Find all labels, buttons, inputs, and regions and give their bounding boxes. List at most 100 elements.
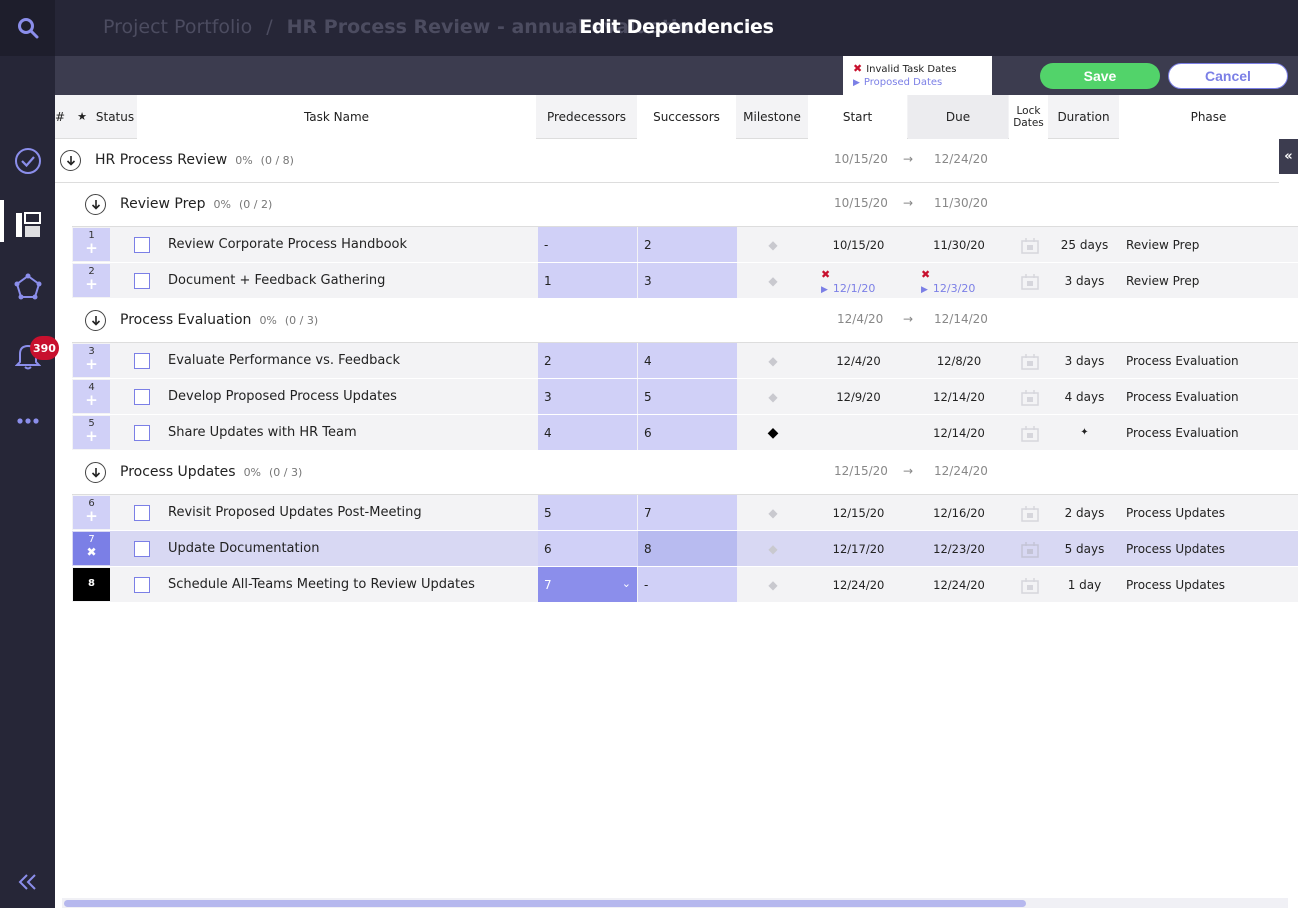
breadcrumb-project[interactable]: HR Process Review - annual evaluatio: [286, 16, 691, 38]
collapse-sidebar-button[interactable]: [0, 870, 55, 894]
group-title[interactable]: Process Updates: [120, 464, 236, 480]
projects-nav[interactable]: [0, 210, 55, 240]
col-task-name[interactable]: Task Name: [137, 95, 536, 139]
milestone-diamond-icon[interactable]: ◆: [768, 577, 778, 592]
due-date[interactable]: 12/16/20: [933, 505, 985, 520]
due-date[interactable]: 11/30/20: [933, 237, 985, 252]
status-checkbox[interactable]: [134, 577, 150, 593]
milestone-diamond-icon[interactable]: ◆: [768, 541, 778, 556]
duration[interactable]: 1 day: [1067, 577, 1102, 592]
phase[interactable]: Process Evaluation: [1126, 425, 1239, 440]
duration[interactable]: 25 days: [1060, 237, 1109, 252]
start-date[interactable]: 12/9/20: [836, 389, 881, 404]
milestone-diamond-icon[interactable]: ◆: [768, 237, 778, 252]
phase[interactable]: Process Updates: [1126, 541, 1226, 556]
successors-cell[interactable]: 6: [638, 415, 737, 450]
phase[interactable]: Review Prep: [1126, 273, 1200, 288]
successors-cell[interactable]: 8: [638, 531, 737, 566]
table-row[interactable]: 1 + Review Corporate Process Handbook - 2…: [72, 227, 1298, 263]
task-name[interactable]: Develop Proposed Process Updates: [168, 389, 397, 404]
status-checkbox[interactable]: [134, 425, 150, 441]
task-name[interactable]: Review Corporate Process Handbook: [168, 237, 408, 252]
row-number[interactable]: 1 +: [73, 228, 110, 261]
start-date[interactable]: [809, 415, 908, 450]
group-title[interactable]: Review Prep: [120, 196, 206, 212]
col-lock-dates[interactable]: Lock Dates: [1009, 95, 1048, 139]
due-date[interactable]: 12/8/20: [936, 353, 982, 368]
duration[interactable]: 3 days: [1064, 353, 1105, 368]
status-checkbox[interactable]: [134, 237, 150, 253]
milestone-diamond-icon[interactable]: ◆: [768, 273, 778, 288]
milestone-diamond-icon[interactable]: ◆: [768, 353, 778, 368]
due-date[interactable]: 12/14/20: [933, 425, 985, 440]
col-predecessors[interactable]: Predecessors: [546, 110, 627, 124]
remove-dependency-icon[interactable]: ✖: [86, 545, 97, 559]
start-date[interactable]: 10/15/20: [832, 237, 885, 252]
row-number[interactable]: 3 +: [73, 344, 110, 377]
col-due[interactable]: Due: [908, 95, 1008, 139]
add-dependency-icon[interactable]: +: [85, 391, 98, 409]
duration[interactable]: 5 days: [1064, 541, 1105, 556]
task-name[interactable]: Revisit Proposed Updates Post-Meeting: [168, 505, 422, 520]
table-row[interactable]: 3 + Evaluate Performance vs. Feedback 2 4…: [72, 343, 1298, 379]
lock-dates-toggle[interactable]: [1010, 263, 1049, 298]
collapse-project-button[interactable]: [60, 150, 81, 171]
predecessors-cell[interactable]: 5: [538, 495, 637, 530]
table-row[interactable]: 2 + Document + Feedback Gathering 1 3 ◆ ✖…: [72, 263, 1298, 299]
successors-cell[interactable]: 7: [638, 495, 737, 530]
due-date[interactable]: 12/23/20: [933, 541, 985, 556]
col-milestone[interactable]: Milestone: [743, 110, 801, 124]
lock-dates-toggle[interactable]: [1010, 567, 1049, 602]
start-date[interactable]: 12/24/20: [832, 577, 885, 592]
successors-cell[interactable]: 2: [638, 227, 737, 262]
save-button[interactable]: Save: [1040, 63, 1160, 89]
lock-dates-toggle[interactable]: [1010, 495, 1049, 530]
task-name[interactable]: Evaluate Performance vs. Feedback: [168, 353, 401, 368]
predecessors-cell[interactable]: 6: [538, 531, 637, 566]
project-title[interactable]: HR Process Review: [95, 152, 228, 168]
add-dependency-icon[interactable]: +: [85, 427, 98, 445]
add-dependency-icon[interactable]: +: [85, 275, 98, 293]
lock-dates-toggle[interactable]: [1010, 415, 1049, 450]
predecessors-cell[interactable]: -: [538, 227, 637, 262]
lock-dates-toggle[interactable]: [1010, 227, 1049, 262]
col-duration[interactable]: Duration: [1057, 110, 1110, 124]
row-number[interactable]: 7 ✖: [73, 532, 110, 565]
add-dependency-icon[interactable]: +: [85, 239, 98, 257]
successors-cell[interactable]: 4: [638, 343, 737, 378]
group-title[interactable]: Process Evaluation: [120, 312, 252, 328]
status-checkbox[interactable]: [134, 353, 150, 369]
table-row[interactable]: 6 + Revisit Proposed Updates Post-Meeting…: [72, 495, 1298, 531]
row-number[interactable]: 4 +: [73, 380, 110, 413]
predecessors-cell[interactable]: 4: [538, 415, 637, 450]
due-date[interactable]: 12/24/20: [933, 577, 985, 592]
start-date-cell[interactable]: ✖ ▶ 12/1/20: [809, 263, 908, 298]
milestone-diamond-icon[interactable]: ◆: [768, 389, 778, 404]
collapse-group-button[interactable]: [85, 462, 106, 483]
predecessors-cell[interactable]: 1: [538, 263, 637, 298]
phase[interactable]: Process Evaluation: [1126, 353, 1239, 368]
lock-dates-toggle[interactable]: [1010, 379, 1049, 414]
row-number[interactable]: 5 +: [73, 416, 110, 449]
phase[interactable]: Review Prep: [1126, 237, 1200, 252]
col-successors[interactable]: Successors: [637, 95, 736, 139]
collapse-group-button[interactable]: [85, 194, 106, 215]
col-start[interactable]: Start: [808, 95, 907, 139]
task-name[interactable]: Schedule All-Teams Meeting to Review Upd…: [168, 577, 475, 592]
task-name[interactable]: Share Updates with HR Team: [168, 425, 357, 440]
successors-cell[interactable]: 3: [638, 263, 737, 298]
chevron-down-icon[interactable]: ⌄: [621, 577, 631, 590]
breadcrumb-root[interactable]: Project Portfolio: [103, 16, 253, 38]
start-date[interactable]: 12/4/20: [836, 353, 881, 368]
search-button[interactable]: [0, 0, 55, 56]
successors-cell[interactable]: -: [638, 567, 737, 602]
status-checkbox[interactable]: [134, 541, 150, 557]
start-date[interactable]: 12/15/20: [832, 505, 885, 520]
table-row[interactable]: 4 + Develop Proposed Process Updates 3 5 …: [72, 379, 1298, 415]
table-row[interactable]: 5 + Share Updates with HR Team 4 6 ◆ 12/1…: [72, 415, 1298, 451]
milestone-diamond-icon[interactable]: ◆: [767, 424, 779, 441]
status-checkbox[interactable]: [134, 505, 150, 521]
predecessors-select[interactable]: 7 ⌄: [538, 567, 637, 602]
lock-dates-toggle[interactable]: [1010, 531, 1049, 566]
status-checkbox[interactable]: [134, 389, 150, 405]
